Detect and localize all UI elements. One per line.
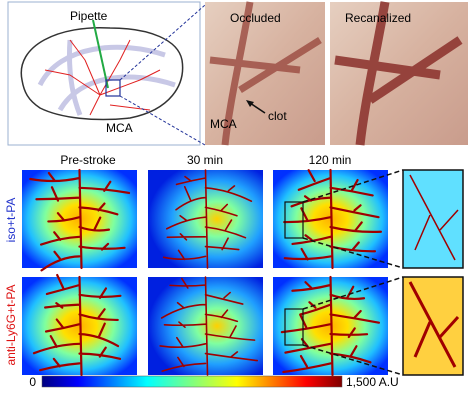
colorbar-max: 1,500 A.U (346, 375, 399, 389)
vessels (283, 168, 383, 270)
vessels (162, 169, 253, 269)
pipette-label: Pipette (70, 9, 108, 23)
arrowhead (246, 100, 254, 107)
pipette (92, 19, 109, 89)
row-label: anti-Ly6G+t-PA (4, 284, 18, 365)
photo-vessels (334, 1, 463, 146)
zoom-line (119, 95, 206, 146)
colorbar (41, 375, 343, 388)
vessels (409, 174, 459, 261)
colorbar-min: 0 (29, 375, 36, 389)
perfusion-maps (22, 168, 464, 377)
zoom-line (302, 169, 404, 203)
roi-box (284, 308, 304, 346)
photo-vessels (209, 1, 322, 146)
photo-title: Recanalized (345, 11, 411, 25)
photo-annotation: MCA (210, 117, 237, 131)
mca-label: MCA (106, 121, 133, 135)
vessels (32, 273, 122, 377)
zoom-line (302, 237, 404, 269)
vessels (408, 281, 460, 368)
vessels (29, 168, 131, 272)
photo-annotation: clot (268, 109, 287, 123)
zoom-line (302, 344, 404, 376)
zoom-line (302, 276, 404, 310)
roi-box (284, 201, 304, 239)
vessels (159, 276, 259, 376)
column-label: Pre-stroke (60, 153, 116, 167)
row-label: iso+t-PA (4, 198, 18, 243)
photo-title: Occluded (230, 11, 281, 25)
arrow (249, 102, 266, 114)
column-label: 120 min (309, 153, 352, 167)
column-label: 30 min (187, 153, 223, 167)
brain-sinus (37, 39, 176, 116)
zoom-box (105, 79, 121, 97)
zoom-line (119, 4, 206, 81)
